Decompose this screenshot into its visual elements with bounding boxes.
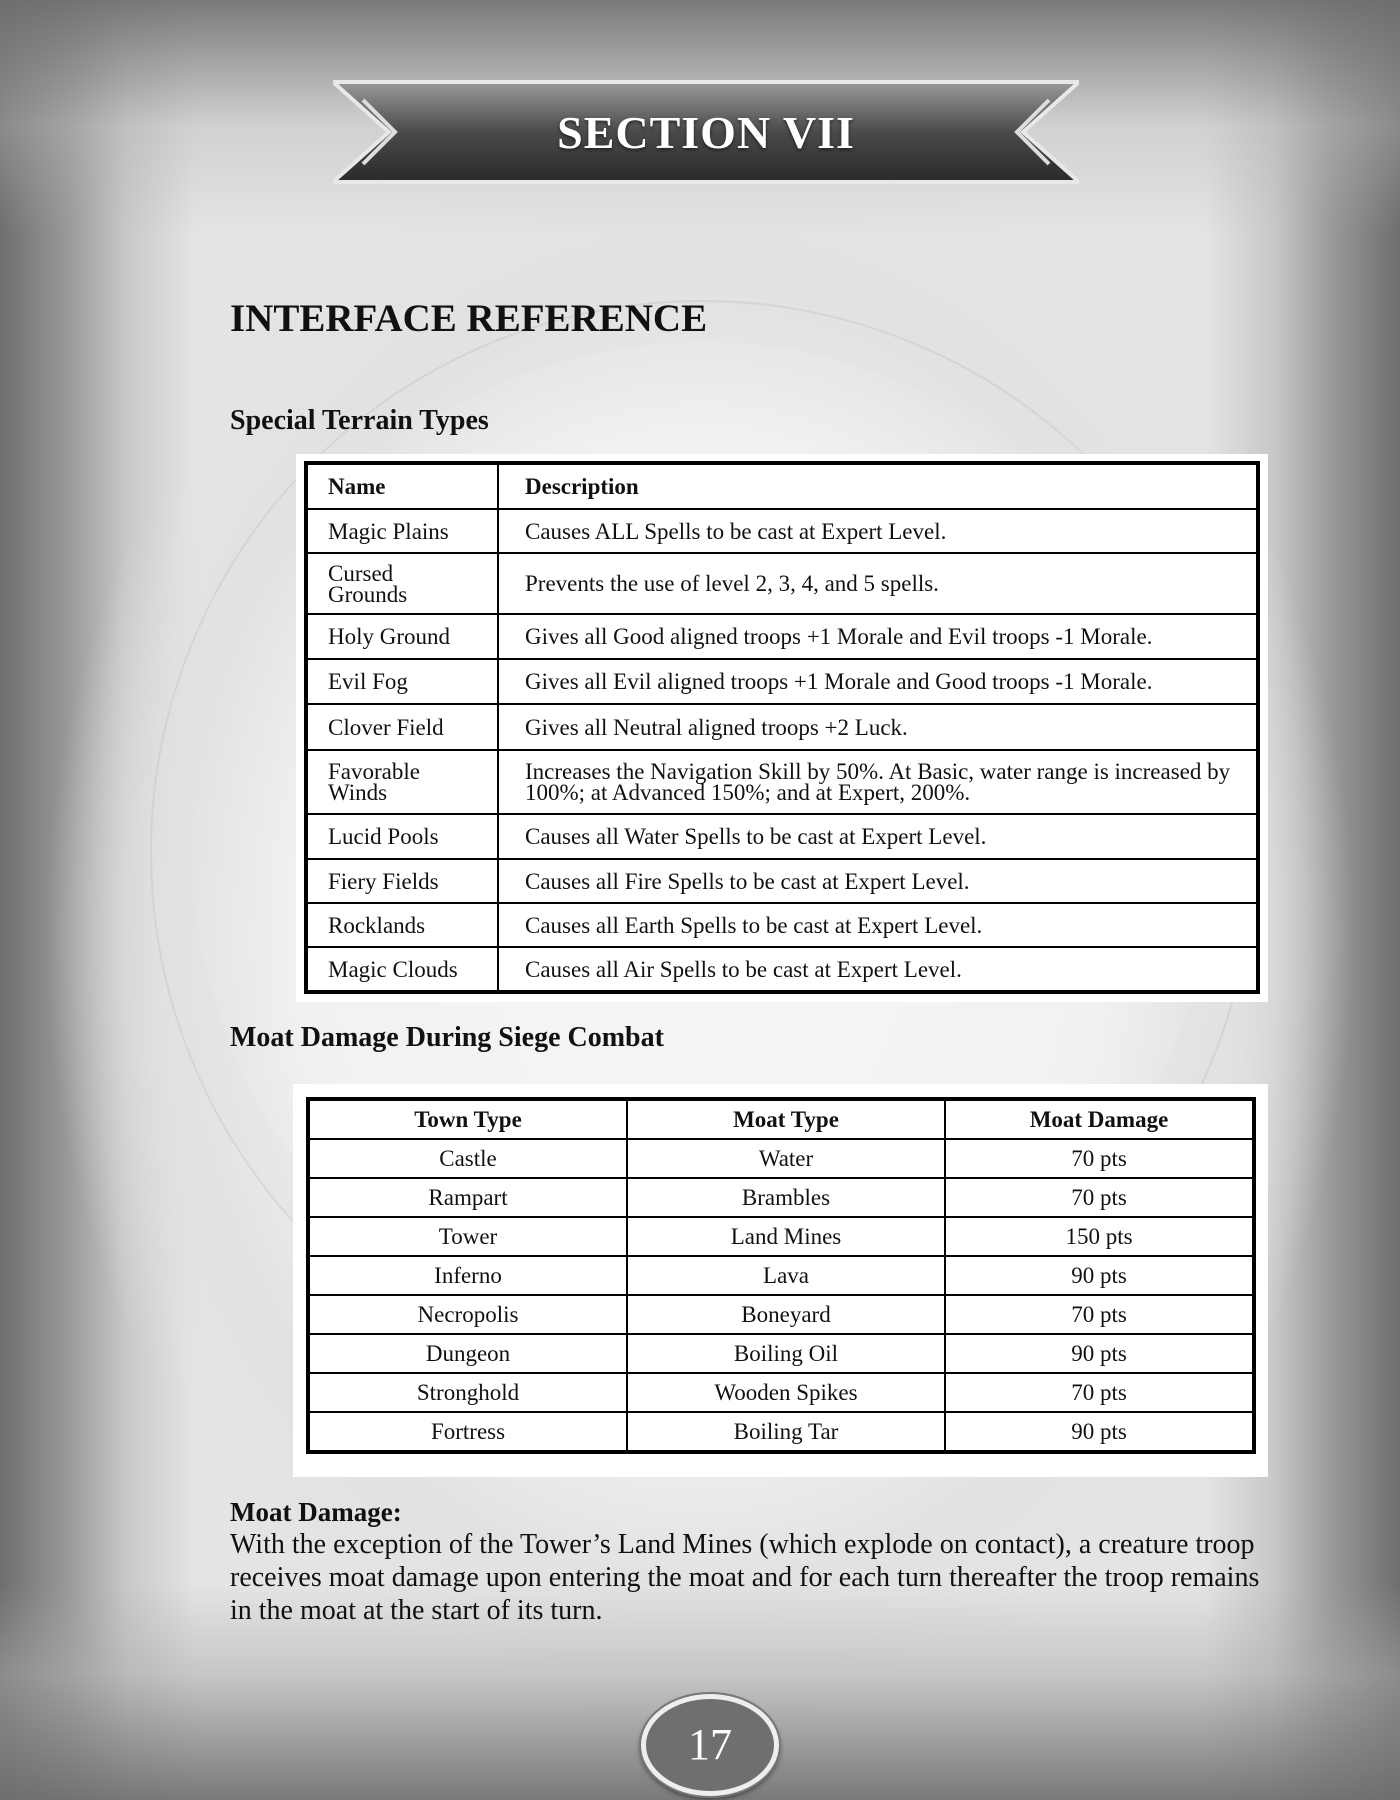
- terrain-name: Cursed Grounds: [305, 552, 499, 615]
- terrain-name: Holy Ground: [305, 613, 499, 660]
- terrain-description: Gives all Neutral aligned troops +2 Luck…: [497, 703, 1259, 751]
- table-row: Favorable Winds Increases the Navigation …: [305, 749, 1259, 815]
- terrain-name: Evil Fog: [305, 658, 499, 705]
- terrain-description: Prevents the use of level 2, 3, 4, and 5…: [497, 552, 1259, 615]
- terrain-name: Magic Plains: [305, 508, 499, 554]
- terrain-name: Rocklands: [305, 902, 499, 948]
- terrain-name: Fiery Fields: [305, 858, 499, 904]
- moat-type: Water: [626, 1138, 946, 1179]
- table-header-row: Town Type Moat Type Moat Damage: [307, 1098, 1255, 1140]
- terrain-table-panel: Name Description Magic Plains Causes ALL …: [296, 454, 1268, 1002]
- table-row: Cursed Grounds Prevents the use of level …: [305, 552, 1259, 615]
- table-row: Fortress Boiling Tar 90 pts: [307, 1411, 1255, 1453]
- moat-damage: 150 pts: [944, 1216, 1255, 1257]
- note-title: Moat Damage:: [230, 1497, 402, 1527]
- town-type: Castle: [307, 1138, 628, 1179]
- town-type: Tower: [307, 1216, 628, 1257]
- moat-damage: 90 pts: [944, 1333, 1255, 1374]
- terrain-description: Gives all Good aligned troops +1 Morale …: [497, 613, 1259, 660]
- terrain-name: Magic Clouds: [305, 946, 499, 993]
- moat-damage: 70 pts: [944, 1177, 1255, 1218]
- moat-type: Boiling Tar: [626, 1411, 946, 1453]
- town-type: Dungeon: [307, 1333, 628, 1374]
- terrain-description: Causes all Water Spells to be cast at Ex…: [497, 813, 1259, 860]
- moat-damage: 90 pts: [944, 1255, 1255, 1296]
- terrain-description: Causes all Fire Spells to be cast at Exp…: [497, 858, 1259, 904]
- table-row: Necropolis Boneyard 70 pts: [307, 1294, 1255, 1335]
- table-row: Clover Field Gives all Neutral aligned tr…: [305, 703, 1259, 751]
- column-header-description: Description: [497, 462, 1259, 510]
- moat-heading: Moat Damage During Siege Combat: [230, 1022, 664, 1053]
- page-heading: INTERFACE REFERENCE: [230, 297, 708, 340]
- terrain-description: Causes all Air Spells to be cast at Expe…: [497, 946, 1259, 993]
- terrain-name: Clover Field: [305, 703, 499, 751]
- terrain-heading: Special Terrain Types: [230, 405, 489, 436]
- terrain-name: Favorable Winds: [305, 749, 499, 815]
- moat-type: Boneyard: [626, 1294, 946, 1335]
- table-row: Magic Clouds Causes all Air Spells to be …: [305, 946, 1259, 993]
- note-body: With the exception of the Tower’s Land M…: [230, 1529, 1260, 1626]
- moat-type: Boiling Oil: [626, 1333, 946, 1374]
- column-header-moat-type: Moat Type: [626, 1098, 946, 1140]
- section-title: SECTION VII: [557, 107, 855, 158]
- moat-table-panel: Town Type Moat Type Moat Damage Castle Wa…: [293, 1084, 1268, 1477]
- table-row: Fiery Fields Causes all Fire Spells to be…: [305, 858, 1259, 904]
- moat-type: Lava: [626, 1255, 946, 1296]
- section-banner: SECTION VII: [333, 80, 1079, 184]
- terrain-description: Gives all Evil aligned troops +1 Morale …: [497, 658, 1259, 705]
- terrain-description: Causes all Earth Spells to be cast at Ex…: [497, 902, 1259, 948]
- table-row: Castle Water 70 pts: [307, 1138, 1255, 1179]
- page-number: 17: [641, 1694, 779, 1796]
- moat-damage: 70 pts: [944, 1138, 1255, 1179]
- terrain-description: Increases the Navigation Skill by 50%. A…: [497, 749, 1259, 815]
- table-header-row: Name Description: [305, 462, 1259, 510]
- moat-damage: 70 pts: [944, 1372, 1255, 1413]
- column-header-moat-damage: Moat Damage: [944, 1098, 1255, 1140]
- table-row: Holy Ground Gives all Good aligned troops…: [305, 613, 1259, 660]
- terrain-name: Lucid Pools: [305, 813, 499, 860]
- column-header-town-type: Town Type: [307, 1098, 628, 1140]
- town-type: Stronghold: [307, 1372, 628, 1413]
- moat-damage: 70 pts: [944, 1294, 1255, 1335]
- table-row: Tower Land Mines 150 pts: [307, 1216, 1255, 1257]
- moat-table: Town Type Moat Type Moat Damage Castle Wa…: [306, 1097, 1256, 1454]
- table-row: Magic Plains Causes ALL Spells to be cast…: [305, 508, 1259, 554]
- town-type: Necropolis: [307, 1294, 628, 1335]
- town-type: Rampart: [307, 1177, 628, 1218]
- town-type: Inferno: [307, 1255, 628, 1296]
- moat-type: Wooden Spikes: [626, 1372, 946, 1413]
- moat-type: Brambles: [626, 1177, 946, 1218]
- table-row: Evil Fog Gives all Evil aligned troops +1…: [305, 658, 1259, 705]
- table-row: Lucid Pools Causes all Water Spells to be…: [305, 813, 1259, 860]
- moat-type: Land Mines: [626, 1216, 946, 1257]
- terrain-description: Causes ALL Spells to be cast at Expert L…: [497, 508, 1259, 554]
- table-row: Dungeon Boiling Oil 90 pts: [307, 1333, 1255, 1374]
- column-header-name: Name: [305, 462, 499, 510]
- table-row: Inferno Lava 90 pts: [307, 1255, 1255, 1296]
- table-row: Rocklands Causes all Earth Spells to be c…: [305, 902, 1259, 948]
- table-row: Stronghold Wooden Spikes 70 pts: [307, 1372, 1255, 1413]
- town-type: Fortress: [307, 1411, 628, 1453]
- banner-ribbon: [333, 80, 1079, 184]
- terrain-table: Name Description Magic Plains Causes ALL …: [304, 461, 1260, 994]
- table-row: Rampart Brambles 70 pts: [307, 1177, 1255, 1218]
- moat-damage: 90 pts: [944, 1411, 1255, 1453]
